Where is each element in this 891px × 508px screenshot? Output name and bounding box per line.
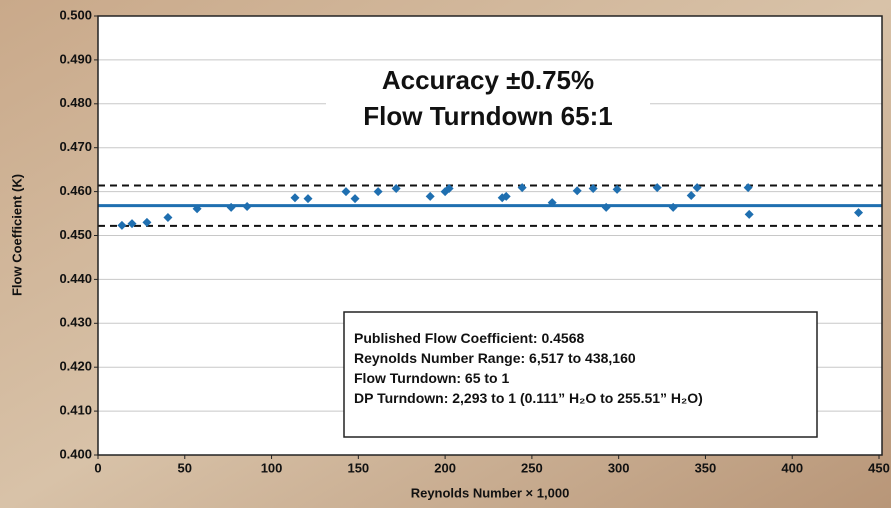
y-tick-label: 0.470 <box>59 139 92 154</box>
y-tick-label: 0.460 <box>59 183 92 198</box>
data-point <box>350 194 360 204</box>
data-point <box>854 208 864 218</box>
data-point <box>652 183 662 193</box>
data-point <box>517 183 527 193</box>
data-point <box>117 220 127 230</box>
title-line: Accuracy ±0.75% <box>382 65 594 95</box>
data-point <box>501 191 511 201</box>
y-tick-label: 0.450 <box>59 227 92 242</box>
title-box <box>326 62 650 132</box>
data-point <box>668 202 678 212</box>
data-point <box>373 187 383 197</box>
data-point <box>127 219 137 229</box>
title-line: Flow Turndown 65:1 <box>363 101 612 131</box>
data-point <box>163 213 173 223</box>
data-point <box>743 183 753 193</box>
data-point <box>192 204 202 214</box>
data-point <box>341 187 351 197</box>
data-point <box>588 184 598 194</box>
data-point <box>425 191 435 201</box>
x-tick-label: 150 <box>347 460 369 475</box>
data-point <box>303 194 313 204</box>
x-tick-label: 350 <box>695 460 717 475</box>
x-tick-label: 50 <box>178 460 192 475</box>
data-point <box>686 191 696 201</box>
info-box <box>343 311 818 438</box>
data-point <box>142 217 152 227</box>
info-line: DP Turndown: 2,293 to 1 (0.111” H₂O to 2… <box>354 390 703 406</box>
marks <box>98 183 882 230</box>
info-line: Reynolds Number Range: 6,517 to 438,160 <box>354 350 636 366</box>
y-tick-label: 0.480 <box>59 95 92 110</box>
x-axis-label: Reynolds Number × 1,000 <box>411 485 570 500</box>
data-point <box>391 184 401 194</box>
y-tick-label: 0.440 <box>59 271 92 286</box>
x-tick-label: 300 <box>608 460 630 475</box>
data-point <box>692 183 702 193</box>
x-tick-label: 400 <box>781 460 803 475</box>
y-tick-label: 0.430 <box>59 315 92 330</box>
data-point <box>444 184 454 194</box>
y-axis-label: Flow Coefficient (K) <box>9 174 24 296</box>
x-tick-label: 0 <box>94 460 101 475</box>
data-point <box>601 202 611 212</box>
info-line: Published Flow Coefficient: 0.4568 <box>354 330 584 346</box>
data-point <box>290 193 300 203</box>
data-point <box>744 209 754 219</box>
x-tick-label: 450 <box>868 460 890 475</box>
data-point <box>226 202 236 212</box>
data-point <box>242 202 252 212</box>
data-point <box>612 184 622 194</box>
y-tick-label: 0.400 <box>59 446 92 461</box>
data-point <box>572 186 582 196</box>
data-point <box>547 198 557 208</box>
x-tick-label: 200 <box>434 460 456 475</box>
info-line: Flow Turndown: 65 to 1 <box>354 370 509 386</box>
y-tick-label: 0.490 <box>59 51 92 66</box>
y-tick-label: 0.500 <box>59 7 92 22</box>
y-tick-label: 0.420 <box>59 359 92 374</box>
y-tick-label: 0.410 <box>59 403 92 418</box>
x-tick-label: 100 <box>261 460 283 475</box>
x-tick-label: 250 <box>521 460 543 475</box>
